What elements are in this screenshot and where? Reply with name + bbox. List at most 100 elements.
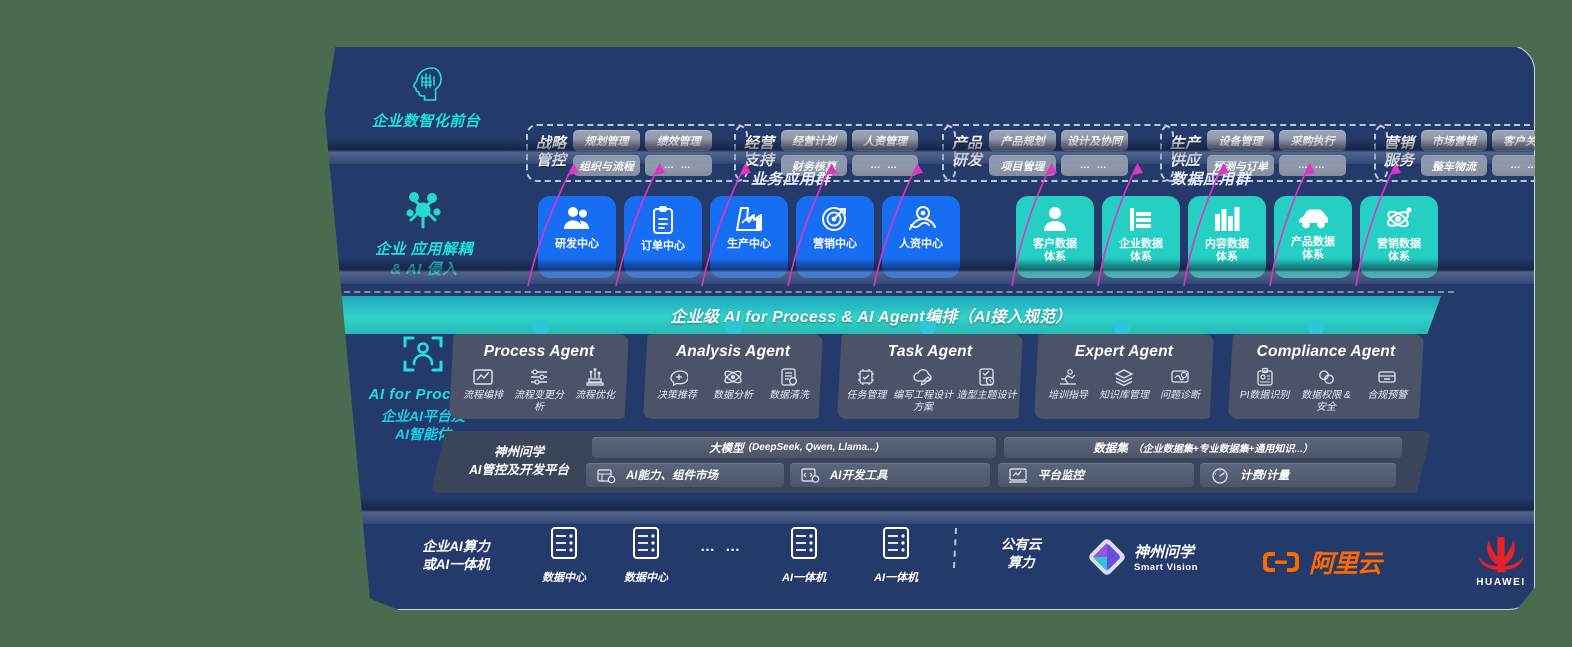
- infra-item-compute-text: 企业AI算力 或AI一体机: [386, 538, 526, 574]
- logo-label: 阿里云: [1309, 550, 1382, 578]
- infra-label: 数据中心: [624, 572, 668, 584]
- rail-label: 企业 应用解耦: [375, 241, 473, 258]
- app-card-rnd-center[interactable]: 研发中心: [538, 196, 616, 278]
- bars-icon: [1213, 205, 1241, 233]
- logo-label: HUAWEI: [1476, 577, 1526, 588]
- agent-card-analysis[interactable]: Analysis Agent 决策推荐 数据分析: [643, 334, 823, 419]
- data-card-enterprise[interactable]: 企业数据 体系: [1102, 196, 1180, 278]
- agent-item[interactable]: 数据清洗: [761, 367, 817, 402]
- llm-sublabel: (DeepSeek, Qwen, Llama...): [748, 442, 879, 453]
- app-card-order-center[interactable]: 订单中心: [624, 196, 702, 278]
- ai-orchestration-ribbon[interactable]: 企业级 AI for Process & AI Agent编排（AI接入规范）: [301, 296, 1441, 334]
- agent-item[interactable]: 编写工程设计方案: [890, 367, 956, 413]
- infra-item-datacenter-2[interactable]: 数据中心: [606, 526, 686, 585]
- monitor-icon: [1008, 467, 1028, 484]
- card-label: 内容数据 体系: [1205, 238, 1249, 264]
- agent-item[interactable]: 造型主题设计: [956, 367, 1017, 413]
- card-label: 生产中心: [727, 238, 771, 250]
- app-card-hr-center[interactable]: 人资中心: [882, 196, 960, 278]
- group-cell[interactable]: 采购执行: [1279, 130, 1346, 151]
- agent-item-label: 编写工程设计方案: [893, 390, 954, 413]
- infra-label: AI一体机: [782, 572, 826, 584]
- flow-chart-icon: [472, 367, 494, 387]
- platform-bar-llm[interactable]: 大模型 (DeepSeek, Qwen, Llama...): [592, 437, 996, 458]
- data-card-product[interactable]: 产品数据 体系: [1274, 196, 1352, 278]
- optimize-icon: [584, 367, 606, 387]
- agent-item[interactable]: 合规预警: [1359, 367, 1415, 413]
- agent-item-label: 任务管理: [846, 390, 887, 401]
- decouple-node-icon: [401, 186, 447, 232]
- agent-item[interactable]: 知识库管理: [1096, 367, 1152, 402]
- infra-logo-aliyun[interactable]: 阿里云: [1261, 544, 1451, 580]
- infra-item-public-cloud: 公有云 算力: [966, 536, 1076, 572]
- platform-tile-billing[interactable]: 计费/计量: [1200, 463, 1396, 487]
- agent-card-process[interactable]: Process Agent 流程编排 流程变更分析: [449, 334, 629, 419]
- task-grid-icon: [855, 367, 877, 387]
- agent-title: Task Agent: [887, 343, 973, 360]
- data-card-content[interactable]: 内容数据 体系: [1188, 196, 1266, 278]
- group-cell[interactable]: 经营计划: [781, 130, 847, 151]
- infra-logo-smartvision[interactable]: 神州问学 Smart Vision: [1086, 536, 1266, 578]
- agent-item-label: 知识库管理: [1099, 390, 1149, 401]
- down-arrow-icon: [1306, 321, 1326, 341]
- agent-card-expert[interactable]: Expert Agent 培训指导 知识库管理: [1034, 334, 1214, 419]
- platform-tile-market[interactable]: AI能力、组件市场: [586, 463, 784, 487]
- agent-item[interactable]: 问题诊断: [1152, 367, 1208, 402]
- agent-card-compliance[interactable]: Compliance Agent PI数据识别 数据权限 & 安全: [1228, 334, 1424, 419]
- data-card-marketing[interactable]: 营销数据 体系: [1360, 196, 1438, 278]
- agent-item-label: PI数据识别: [1239, 390, 1290, 401]
- logo-sublabel: Smart Vision: [1134, 562, 1198, 573]
- agent-item[interactable]: PI数据识别: [1237, 367, 1293, 413]
- infra-item-aibox-1[interactable]: AI一体机: [764, 526, 844, 585]
- group-cell[interactable]: 产品规划: [989, 130, 1056, 151]
- business-group-label: 业务应用群: [751, 171, 832, 188]
- group-cell[interactable]: 绩效管理: [645, 130, 712, 151]
- app-card-production-center[interactable]: 生产中心: [710, 196, 788, 278]
- card-label: 营销中心: [813, 238, 857, 250]
- group-cell[interactable]: 设计及协同: [1061, 130, 1128, 151]
- group-cell[interactable]: 人资管理: [852, 130, 918, 151]
- atom-icon: [1385, 205, 1413, 233]
- settings-list-icon: [528, 367, 550, 387]
- rail-label: AI基础算力: [276, 582, 355, 599]
- app-card-marketing-center[interactable]: 营销中心: [796, 196, 874, 278]
- group-cell[interactable]: 客户关系: [1492, 130, 1558, 151]
- card-label: 人资中心: [899, 238, 943, 250]
- infra-item-datacenter-1[interactable]: 数据中心: [524, 526, 604, 585]
- group-cell[interactable]: 规划管理: [573, 130, 640, 151]
- design-doc-icon: [976, 367, 998, 387]
- agent-item[interactable]: 任务管理: [843, 367, 890, 413]
- agent-item[interactable]: 流程变更分析: [511, 367, 567, 413]
- dataset-label: 数据集: [1093, 442, 1128, 455]
- agent-item-label: 流程编排: [463, 390, 503, 401]
- data-card-customer[interactable]: 客户数据 体系: [1016, 196, 1094, 278]
- agent-card-task[interactable]: Task Agent 任务管理 编写工程设计方案: [837, 334, 1023, 419]
- server-icon: [630, 526, 662, 560]
- server-icon: [880, 526, 912, 560]
- architecture-diagram-frame: 企业数智化前台 战略 管控 规划管理 绩效管理 组织与流程 … … 经营 支持 …: [205, 45, 1535, 610]
- car-icon: [1297, 205, 1329, 231]
- agent-item[interactable]: 流程编排: [455, 367, 511, 413]
- agent-title: Compliance Agent: [1256, 343, 1396, 360]
- platform-bar-dataset[interactable]: 数据集 （企业数据集+专业数据集+通用知识...）: [1004, 437, 1402, 458]
- group-cell[interactable]: 市场营销: [1421, 130, 1487, 151]
- infra-logo-huawei[interactable]: HUAWEI: [1446, 534, 1556, 588]
- gauge-icon: [1210, 467, 1230, 484]
- agent-item[interactable]: 培训指导: [1040, 367, 1096, 402]
- agent-item-label: 合规预警: [1367, 390, 1408, 401]
- agent-item[interactable]: 数据分析: [705, 367, 761, 402]
- group-cell[interactable]: 设备管理: [1207, 130, 1274, 151]
- infra-label: 数据中心: [542, 572, 586, 584]
- shield-clouds-icon: [1315, 367, 1337, 387]
- card-label: 营销数据 体系: [1377, 238, 1421, 264]
- tile-label: 计费/计量: [1240, 470, 1290, 482]
- platform-tile-devtool[interactable]: AI开发工具: [790, 463, 990, 487]
- logo-label: 神州问学: [1134, 544, 1195, 561]
- infra-label: 企业AI算力 或AI一体机: [422, 539, 490, 573]
- infra-item-aibox-2[interactable]: AI一体机: [856, 526, 936, 585]
- agent-item[interactable]: 决策推荐: [649, 367, 705, 402]
- agent-item[interactable]: 流程优化: [567, 367, 623, 413]
- platform-tile-monitor[interactable]: 平台监控: [998, 463, 1194, 487]
- agent-item[interactable]: 数据权限 & 安全: [1298, 367, 1354, 413]
- agent-item-label: 培训指导: [1048, 390, 1088, 401]
